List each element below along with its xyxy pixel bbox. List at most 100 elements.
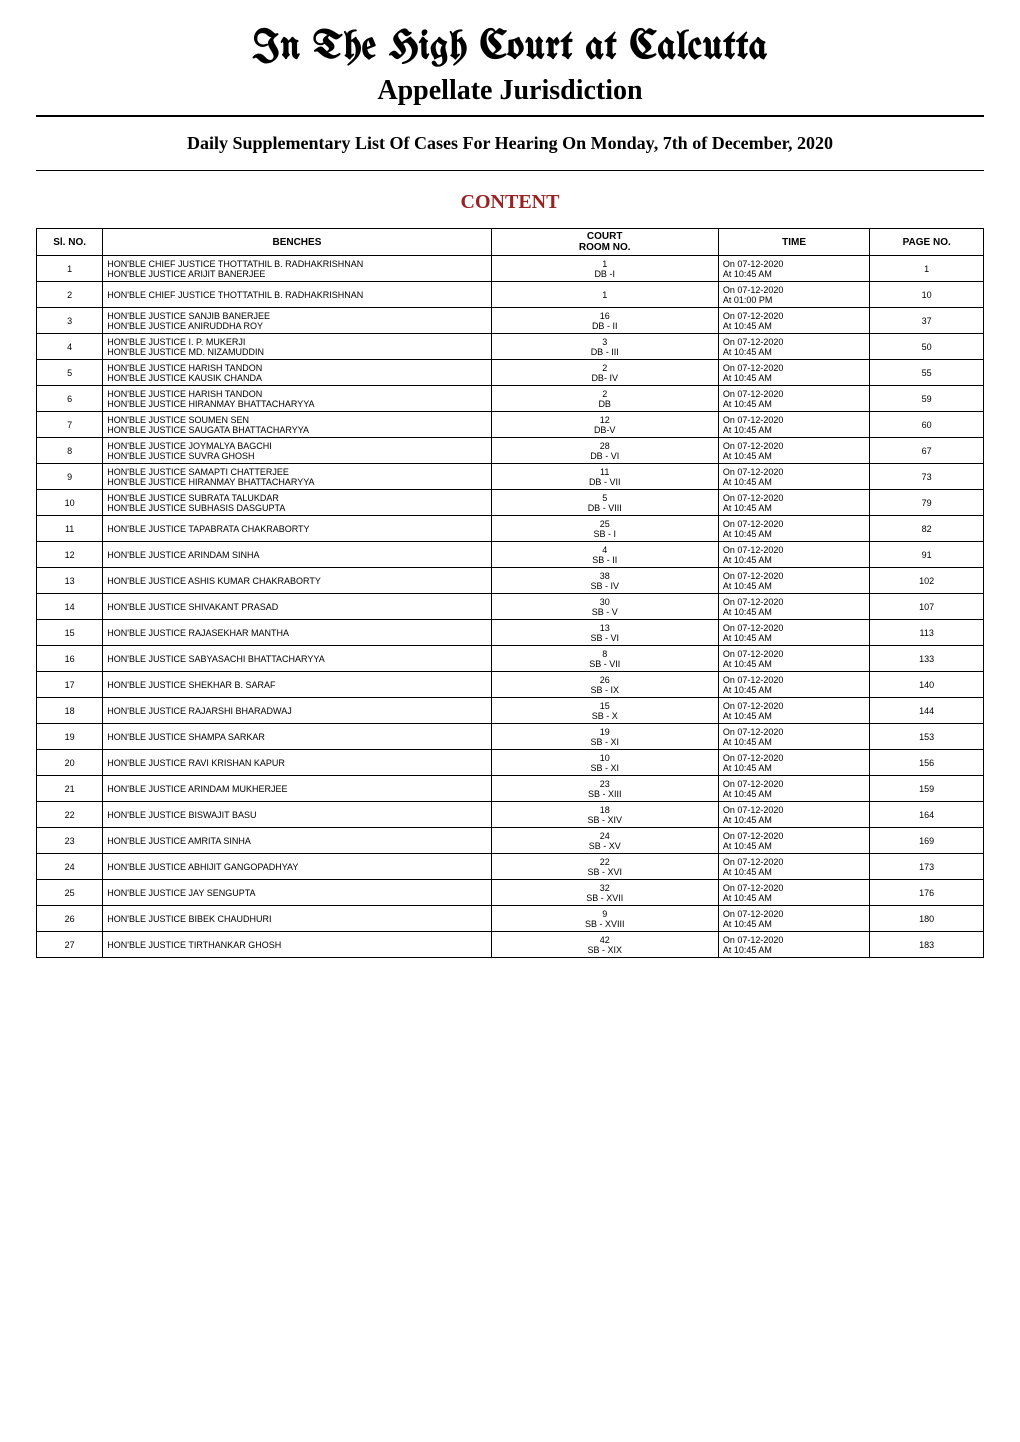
cell-court: 38 SB - IV xyxy=(491,568,718,594)
cell-time: On 07-12-2020 At 10:45 AM xyxy=(718,932,870,958)
cell-page: 107 xyxy=(870,594,984,620)
cell-time: On 07-12-2020 At 10:45 AM xyxy=(718,672,870,698)
cell-court: 5 DB - VIII xyxy=(491,490,718,516)
cell-court: 42 SB - XIX xyxy=(491,932,718,958)
cell-court: 13 SB - VI xyxy=(491,620,718,646)
cell-time: On 07-12-2020 At 10:45 AM xyxy=(718,360,870,386)
table-row: 18HON'BLE JUSTICE RAJARSHI BHARADWAJ15 S… xyxy=(37,698,984,724)
cell-court: 2 DB- IV xyxy=(491,360,718,386)
col-header-4: PAGE NO. xyxy=(870,229,984,256)
cell-court: 30 SB - V xyxy=(491,594,718,620)
cell-sl: 18 xyxy=(37,698,103,724)
table-row: 17HON'BLE JUSTICE SHEKHAR B. SARAF26 SB … xyxy=(37,672,984,698)
cell-page: 50 xyxy=(870,334,984,360)
cell-page: 73 xyxy=(870,464,984,490)
cell-page: 164 xyxy=(870,802,984,828)
cell-sl: 19 xyxy=(37,724,103,750)
cell-page: 176 xyxy=(870,880,984,906)
cell-time: On 07-12-2020 At 10:45 AM xyxy=(718,490,870,516)
table-row: 24HON'BLE JUSTICE ABHIJIT GANGOPADHYAY22… xyxy=(37,854,984,880)
col-header-2: COURT ROOM NO. xyxy=(491,229,718,256)
cell-time: On 07-12-2020 At 10:45 AM xyxy=(718,802,870,828)
cell-page: 10 xyxy=(870,282,984,308)
masthead-title: In The High Court at Calcutta xyxy=(36,28,984,69)
cell-page: 60 xyxy=(870,412,984,438)
cell-page: 144 xyxy=(870,698,984,724)
cell-bench: HON'BLE JUSTICE ABHIJIT GANGOPADHYAY xyxy=(103,854,491,880)
cell-time: On 07-12-2020 At 10:45 AM xyxy=(718,854,870,880)
table-head: Sl. NO.BENCHESCOURT ROOM NO.TIMEPAGE NO. xyxy=(37,229,984,256)
cell-court: 10 SB - XI xyxy=(491,750,718,776)
cell-bench: HON'BLE JUSTICE RAJARSHI BHARADWAJ xyxy=(103,698,491,724)
cell-bench: HON'BLE JUSTICE TIRTHANKAR GHOSH xyxy=(103,932,491,958)
table-row: 20HON'BLE JUSTICE RAVI KRISHAN KAPUR10 S… xyxy=(37,750,984,776)
table-row: 3HON'BLE JUSTICE SANJIB BANERJEE HON'BLE… xyxy=(37,308,984,334)
cell-page: 37 xyxy=(870,308,984,334)
cell-time: On 07-12-2020 At 10:45 AM xyxy=(718,594,870,620)
cell-time: On 07-12-2020 At 10:45 AM xyxy=(718,646,870,672)
cell-sl: 16 xyxy=(37,646,103,672)
cell-bench: HON'BLE JUSTICE BISWAJIT BASU xyxy=(103,802,491,828)
cell-bench: HON'BLE JUSTICE SANJIB BANERJEE HON'BLE … xyxy=(103,308,491,334)
cell-time: On 07-12-2020 At 10:45 AM xyxy=(718,620,870,646)
table-row: 7HON'BLE JUSTICE SOUMEN SEN HON'BLE JUST… xyxy=(37,412,984,438)
table-row: 15HON'BLE JUSTICE RAJASEKHAR MANTHA13 SB… xyxy=(37,620,984,646)
table-row: 2HON'BLE CHIEF JUSTICE THOTTATHIL B. RAD… xyxy=(37,282,984,308)
cell-sl: 26 xyxy=(37,906,103,932)
cell-page: 183 xyxy=(870,932,984,958)
cell-sl: 22 xyxy=(37,802,103,828)
cell-time: On 07-12-2020 At 10:45 AM xyxy=(718,516,870,542)
cell-page: 173 xyxy=(870,854,984,880)
cell-time: On 07-12-2020 At 10:45 AM xyxy=(718,256,870,282)
cell-bench: HON'BLE JUSTICE RAJASEKHAR MANTHA xyxy=(103,620,491,646)
cell-court: 28 DB - VI xyxy=(491,438,718,464)
cell-bench: HON'BLE JUSTICE SAMAPTI CHATTERJEE HON'B… xyxy=(103,464,491,490)
cell-page: 91 xyxy=(870,542,984,568)
cell-page: 180 xyxy=(870,906,984,932)
table-row: 19HON'BLE JUSTICE SHAMPA SARKAR19 SB - X… xyxy=(37,724,984,750)
cell-sl: 1 xyxy=(37,256,103,282)
cell-time: On 07-12-2020 At 10:45 AM xyxy=(718,906,870,932)
cell-sl: 8 xyxy=(37,438,103,464)
cell-bench: HON'BLE JUSTICE ARINDAM MUKHERJEE xyxy=(103,776,491,802)
table-row: 22HON'BLE JUSTICE BISWAJIT BASU18 SB - X… xyxy=(37,802,984,828)
table-row: 21HON'BLE JUSTICE ARINDAM MUKHERJEE23 SB… xyxy=(37,776,984,802)
cell-court: 4 SB - II xyxy=(491,542,718,568)
cell-time: On 07-12-2020 At 10:45 AM xyxy=(718,568,870,594)
table-row: 6HON'BLE JUSTICE HARISH TANDON HON'BLE J… xyxy=(37,386,984,412)
table-row: 25HON'BLE JUSTICE JAY SENGUPTA32 SB - XV… xyxy=(37,880,984,906)
cell-bench: HON'BLE JUSTICE BIBEK CHAUDHURI xyxy=(103,906,491,932)
cell-page: 67 xyxy=(870,438,984,464)
cell-bench: HON'BLE JUSTICE RAVI KRISHAN KAPUR xyxy=(103,750,491,776)
cell-sl: 6 xyxy=(37,386,103,412)
cell-sl: 2 xyxy=(37,282,103,308)
cell-sl: 25 xyxy=(37,880,103,906)
cell-court: 8 SB - VII xyxy=(491,646,718,672)
cell-sl: 14 xyxy=(37,594,103,620)
cell-time: On 07-12-2020 At 10:45 AM xyxy=(718,880,870,906)
cell-sl: 13 xyxy=(37,568,103,594)
cell-court: 16 DB - II xyxy=(491,308,718,334)
cell-bench: HON'BLE JUSTICE TAPABRATA CHAKRABORTY xyxy=(103,516,491,542)
table-header-row: Sl. NO.BENCHESCOURT ROOM NO.TIMEPAGE NO. xyxy=(37,229,984,256)
cell-court: 3 DB - III xyxy=(491,334,718,360)
table-row: 23HON'BLE JUSTICE AMRITA SINHA24 SB - XV… xyxy=(37,828,984,854)
cell-page: 156 xyxy=(870,750,984,776)
cell-bench: HON'BLE JUSTICE SHEKHAR B. SARAF xyxy=(103,672,491,698)
cell-bench: HON'BLE JUSTICE AMRITA SINHA xyxy=(103,828,491,854)
cell-time: On 07-12-2020 At 10:45 AM xyxy=(718,542,870,568)
table-body: 1HON'BLE CHIEF JUSTICE THOTTATHIL B. RAD… xyxy=(37,256,984,958)
col-header-3: TIME xyxy=(718,229,870,256)
table-row: 1HON'BLE CHIEF JUSTICE THOTTATHIL B. RAD… xyxy=(37,256,984,282)
table-row: 5HON'BLE JUSTICE HARISH TANDON HON'BLE J… xyxy=(37,360,984,386)
cell-sl: 9 xyxy=(37,464,103,490)
cell-page: 1 xyxy=(870,256,984,282)
cell-page: 153 xyxy=(870,724,984,750)
table-row: 10HON'BLE JUSTICE SUBRATA TALUKDAR HON'B… xyxy=(37,490,984,516)
cell-bench: HON'BLE JUSTICE JAY SENGUPTA xyxy=(103,880,491,906)
table-row: 9HON'BLE JUSTICE SAMAPTI CHATTERJEE HON'… xyxy=(37,464,984,490)
cell-sl: 17 xyxy=(37,672,103,698)
table-row: 27HON'BLE JUSTICE TIRTHANKAR GHOSH42 SB … xyxy=(37,932,984,958)
cell-court: 11 DB - VII xyxy=(491,464,718,490)
cell-sl: 4 xyxy=(37,334,103,360)
